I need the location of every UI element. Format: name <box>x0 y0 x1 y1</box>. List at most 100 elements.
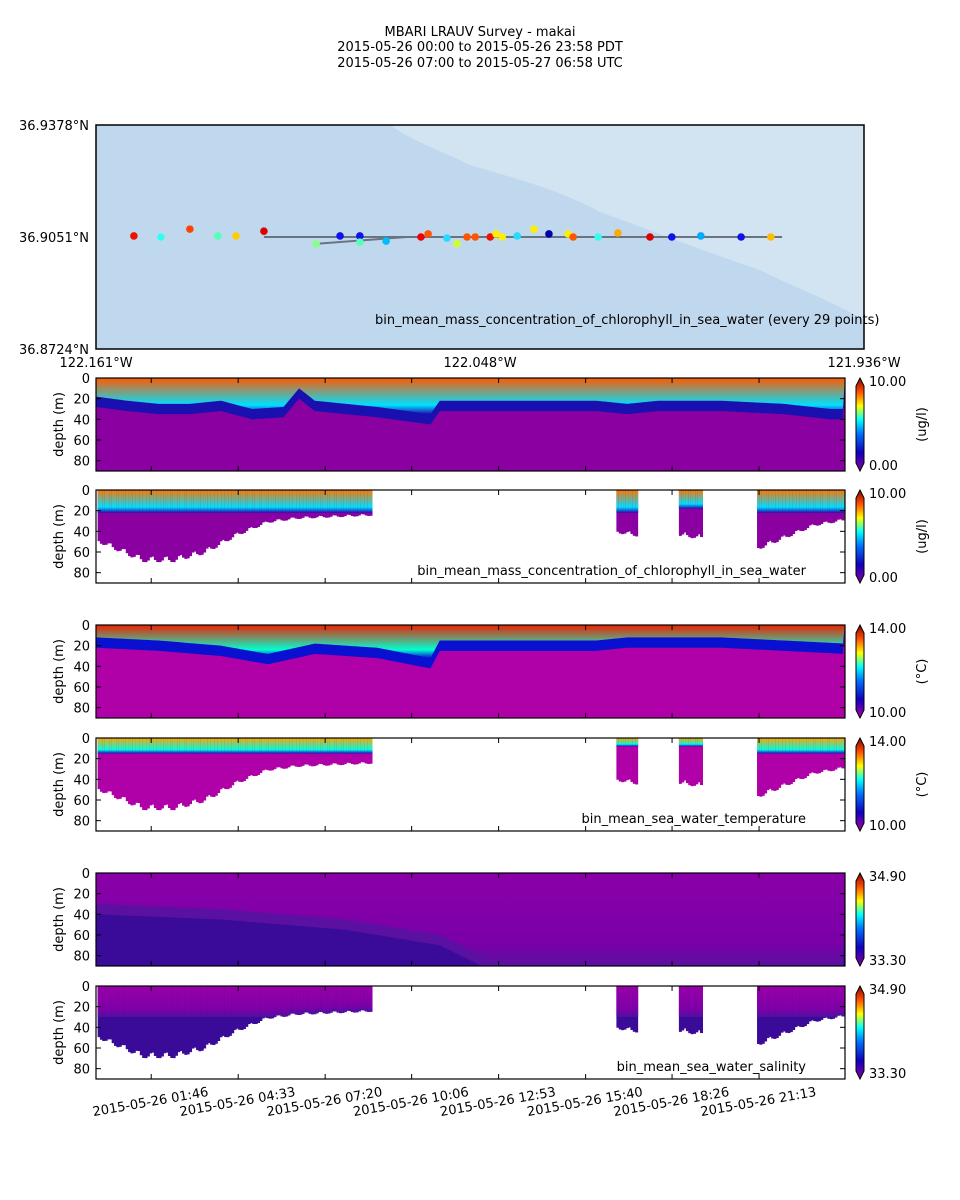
profile-surface <box>794 490 798 513</box>
profile-surface <box>242 738 246 754</box>
profile-surface <box>364 986 368 1012</box>
colorbar: 34.90 33.30 <box>855 870 906 969</box>
profile-surface <box>681 986 685 1017</box>
profile-surface <box>628 490 632 513</box>
plot-area <box>96 625 845 718</box>
profile-surface <box>343 490 347 513</box>
profile-surface <box>341 986 345 1013</box>
profile-surface <box>757 738 761 754</box>
profile-surface <box>249 490 253 513</box>
profile-surface <box>151 738 155 754</box>
profile-surface <box>683 490 687 509</box>
map-point <box>737 233 745 241</box>
panel-annotation: bin_mean_mass_concentration_of_chlorophy… <box>417 564 806 579</box>
profile-surface <box>118 490 122 513</box>
y-tick-label: 20 <box>73 640 90 655</box>
profile-surface <box>355 986 359 1013</box>
profile-surface <box>294 738 298 754</box>
profile-surface <box>240 490 244 513</box>
profile-surface <box>343 738 347 754</box>
profile-surface <box>829 490 833 513</box>
profile-surface <box>623 490 627 513</box>
profile-surface <box>109 738 113 754</box>
profile-surface <box>355 738 359 754</box>
profile-surface <box>163 986 167 1017</box>
profile-surface <box>343 986 347 1013</box>
profile-surface <box>247 986 251 1017</box>
profile-surface <box>310 738 314 754</box>
map-land <box>390 125 864 320</box>
colorbar-bar <box>855 984 865 1081</box>
profile-surface <box>210 490 214 513</box>
temp-curtain-panel: 0 20 40 60 80 depth (m) 14.00 10.00 (°C) <box>52 619 930 721</box>
profile-surface <box>285 986 289 1017</box>
profile-surface <box>799 986 803 1017</box>
map-point <box>767 233 775 241</box>
profile-surface <box>102 738 106 754</box>
profile-surface <box>685 490 689 509</box>
profile-surface <box>630 738 634 747</box>
profile-surface <box>820 490 824 513</box>
profile-surface <box>221 490 225 513</box>
profile-surface <box>841 738 845 754</box>
profile-surface <box>688 986 692 1017</box>
profile-surface <box>320 986 324 1013</box>
profile-surface <box>104 986 108 1017</box>
profile-surface <box>339 986 343 1014</box>
profile-surface <box>132 986 136 1017</box>
profile-surface <box>324 738 328 754</box>
profile-surface <box>245 490 249 513</box>
profile-surface <box>695 986 699 1017</box>
sal-curtain-panel: 0 20 40 60 80 depth (m) 34.90 33.30 <box>52 867 906 969</box>
profile-surface <box>817 986 821 1017</box>
profile-surface <box>289 738 293 754</box>
profile-surface <box>336 490 340 513</box>
profile-surface <box>782 986 786 1017</box>
profile-surface <box>123 490 127 513</box>
profile-surface <box>226 738 230 754</box>
profile-surface <box>191 490 195 513</box>
profile-surface <box>193 986 197 1017</box>
map-point <box>668 233 676 241</box>
colorbar-min-label: 0.00 <box>869 459 898 474</box>
profile-surface <box>259 986 263 1017</box>
profile-surface <box>699 490 703 509</box>
map-point <box>498 233 506 241</box>
profile-surface <box>212 490 216 513</box>
profile-surface <box>158 490 162 513</box>
profile-surface <box>317 986 321 1012</box>
profile-surface <box>130 490 134 513</box>
profile-surface <box>796 490 800 513</box>
profile-surface <box>792 738 796 754</box>
profile-surface <box>625 738 629 747</box>
profile-surface <box>261 490 265 513</box>
profile-surface <box>242 490 246 513</box>
profile-surface <box>233 986 237 1017</box>
profile-surface <box>118 738 122 754</box>
profile-surface <box>268 490 272 513</box>
profile-surface <box>146 986 150 1017</box>
profile-surface <box>353 738 357 754</box>
profile-surface <box>820 738 824 754</box>
colorbar-min-label: 33.30 <box>869 1067 906 1082</box>
profile-surface <box>778 738 782 754</box>
profile-surface <box>621 986 625 1017</box>
profile-surface <box>121 738 125 754</box>
profile-surface <box>238 490 242 513</box>
colorbar: 14.00 10.00 (°C) <box>855 622 930 721</box>
y-axis-label: depth (m) <box>52 1000 67 1065</box>
profile-surface <box>621 490 625 513</box>
profile-surface <box>810 490 814 513</box>
profile-surface <box>268 738 272 754</box>
profile-surface <box>249 738 253 754</box>
profile-surface <box>259 490 263 513</box>
title-line-2: 2015-05-26 00:00 to 2015-05-26 23:58 PDT <box>337 40 623 55</box>
profile-surface <box>695 738 699 747</box>
profile-surface <box>775 986 779 1017</box>
profile-surface <box>625 490 629 513</box>
profile-surface <box>264 986 268 1017</box>
lat-tick-top: 36.9378°N <box>19 119 89 134</box>
y-tick-label: 40 <box>73 660 90 675</box>
profile-surface <box>245 738 249 754</box>
